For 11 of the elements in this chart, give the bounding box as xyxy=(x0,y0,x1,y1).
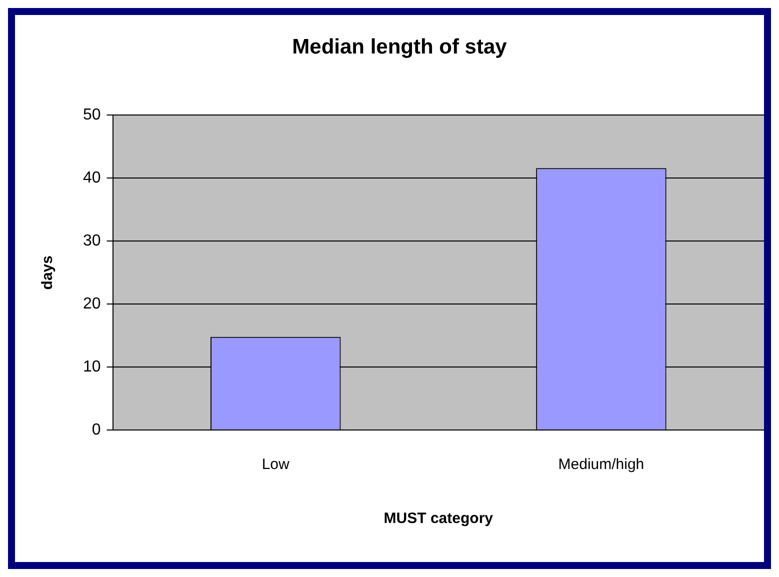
y-tick-label: 0 xyxy=(92,421,101,438)
y-tick-label: 30 xyxy=(83,232,101,250)
chart-title: Median length of stay xyxy=(292,35,508,58)
y-axis-title: days xyxy=(39,256,56,290)
x-axis-title: MUST category xyxy=(384,510,494,528)
y-tick-label: 10 xyxy=(83,358,101,376)
y-tick-label: 50 xyxy=(83,106,101,124)
x-tick-label: Medium/high xyxy=(558,456,644,474)
y-tick-label: 20 xyxy=(83,295,101,312)
x-tick-label: Low xyxy=(262,456,290,474)
y-tick-label: 40 xyxy=(83,170,101,187)
